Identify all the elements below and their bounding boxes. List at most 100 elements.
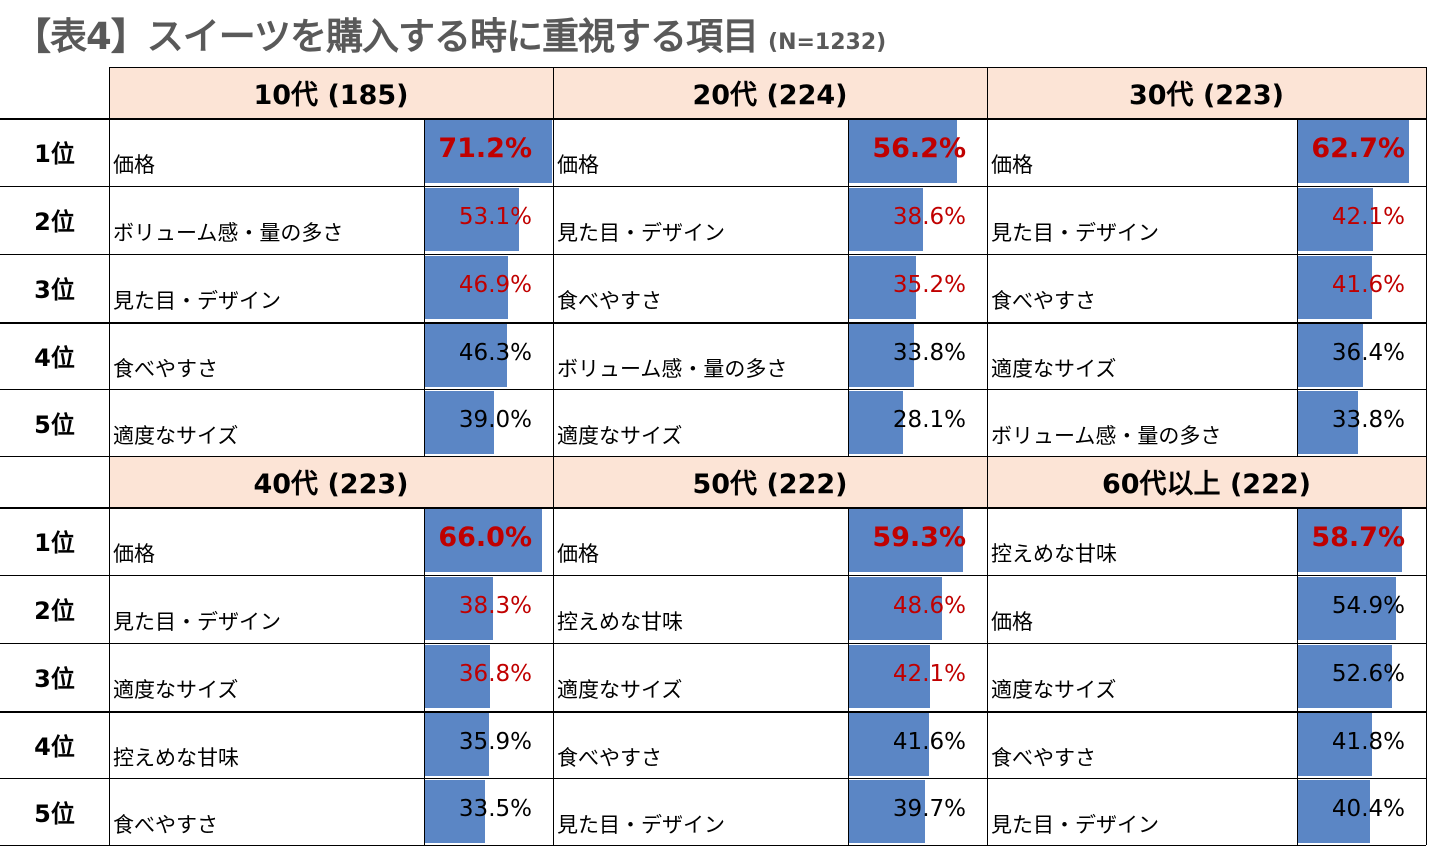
value-label: 56.2% — [872, 133, 966, 164]
value-bar — [1298, 645, 1392, 708]
rank-label: 4位 — [34, 733, 75, 761]
grid-line — [553, 456, 554, 845]
item-name: ボリューム感・量の多さ — [557, 357, 788, 381]
value-bar — [849, 120, 957, 183]
item-name: 適度なサイズ — [991, 678, 1117, 702]
item-name: 価格 — [557, 153, 599, 177]
item-name: 見た目・デザイン — [991, 813, 1159, 837]
value-label: 66.0% — [438, 522, 532, 553]
value-label: 33.8% — [1331, 407, 1405, 433]
value-bar — [849, 188, 923, 251]
grid-line — [0, 186, 1426, 187]
value-bar — [425, 577, 493, 640]
grid-line — [0, 254, 1426, 255]
grid-line — [987, 67, 988, 456]
item-name: 食べやすさ — [113, 813, 218, 837]
value-bar — [1298, 391, 1358, 454]
grid-line — [1297, 118, 1298, 456]
value-label: 33.8% — [892, 340, 966, 366]
value-bar — [425, 391, 494, 454]
value-bar — [425, 780, 485, 843]
grid-line — [0, 322, 1426, 324]
value-label: 41.8% — [1331, 729, 1405, 755]
rank-label: 2位 — [34, 597, 75, 625]
item-name: 食べやすさ — [113, 357, 218, 381]
item-name: 見た目・デザイン — [113, 610, 281, 634]
item-name: 価格 — [113, 153, 155, 177]
grid-line — [987, 456, 988, 845]
chart-subtitle: (N=1232) — [768, 30, 887, 55]
item-name: ボリューム感・量の多さ — [113, 221, 344, 245]
value-label: 39.0% — [458, 407, 532, 433]
value-bar — [1298, 120, 1409, 183]
item-name: 価格 — [557, 542, 599, 566]
value-bar — [1298, 188, 1373, 251]
grid-line — [0, 118, 1426, 120]
value-label: 28.1% — [892, 407, 966, 433]
item-name: 食べやすさ — [991, 746, 1096, 770]
value-bar — [849, 509, 963, 572]
value-label: 58.7% — [1311, 522, 1405, 553]
value-bar — [849, 324, 914, 387]
item-name: 適度なサイズ — [557, 678, 683, 702]
grid-line — [0, 389, 1426, 390]
grid-line — [0, 711, 1426, 713]
value-label: 42.1% — [1331, 204, 1405, 230]
value-label: 41.6% — [1331, 272, 1405, 298]
value-bar — [849, 391, 903, 454]
item-name: 見た目・デザイン — [557, 813, 725, 837]
value-bar — [425, 713, 489, 776]
value-label: 59.3% — [872, 522, 966, 553]
grid-line — [848, 118, 849, 456]
grid-line — [109, 67, 1426, 68]
rank-label: 1位 — [34, 529, 75, 557]
rank-label: 3位 — [34, 665, 75, 693]
value-label: 38.6% — [892, 204, 966, 230]
item-name: 控えめな甘味 — [557, 610, 683, 634]
grid-line — [109, 456, 110, 845]
grid-line — [553, 67, 554, 456]
rank-label: 1位 — [34, 140, 75, 168]
chart-title: 【表4】スイーツを購入する時に重視する項目 — [14, 15, 759, 58]
value-bar — [425, 256, 508, 319]
item-name: 価格 — [113, 542, 155, 566]
value-bar — [849, 780, 925, 843]
value-label: 38.3% — [458, 593, 532, 619]
value-label: 71.2% — [438, 133, 532, 164]
value-bar — [849, 645, 930, 708]
chart-title-block: 【表4】スイーツを購入する時に重視する項目 (N=1232) — [14, 6, 886, 62]
grid-line — [1426, 456, 1427, 845]
value-label: 52.6% — [1331, 661, 1405, 687]
item-name: 見た目・デザイン — [557, 221, 725, 245]
value-bar — [1298, 509, 1402, 572]
value-label: 46.9% — [458, 272, 532, 298]
item-name: 食べやすさ — [991, 289, 1096, 313]
item-name: 控えめな甘味 — [991, 542, 1117, 566]
value-bar — [849, 256, 916, 319]
rank-label: 4位 — [34, 344, 75, 372]
item-name: 価格 — [991, 610, 1033, 634]
value-bar — [1298, 256, 1372, 319]
grid-line — [1426, 67, 1427, 456]
age-group-header: 30代 (223) — [987, 67, 1426, 118]
item-name: 食べやすさ — [557, 289, 662, 313]
rank-label: 5位 — [34, 800, 75, 828]
value-bar — [425, 188, 519, 251]
value-label: 39.7% — [892, 796, 966, 822]
grid-line — [0, 845, 1426, 846]
rank-label: 5位 — [34, 411, 75, 439]
value-label: 35.2% — [892, 272, 966, 298]
item-name: 控えめな甘味 — [113, 746, 239, 770]
value-bar — [849, 577, 942, 640]
value-bar — [425, 120, 552, 183]
value-label: 33.5% — [458, 796, 532, 822]
value-label: 62.7% — [1311, 133, 1405, 164]
age-group-header: 10代 (185) — [109, 67, 553, 118]
value-bar — [425, 324, 507, 387]
value-label: 35.9% — [458, 729, 532, 755]
value-bar — [849, 713, 929, 776]
value-label: 36.8% — [458, 661, 532, 687]
value-bar — [1298, 780, 1370, 843]
grid-line — [424, 118, 425, 456]
age-group-header: 60代以上 (222) — [987, 456, 1426, 507]
